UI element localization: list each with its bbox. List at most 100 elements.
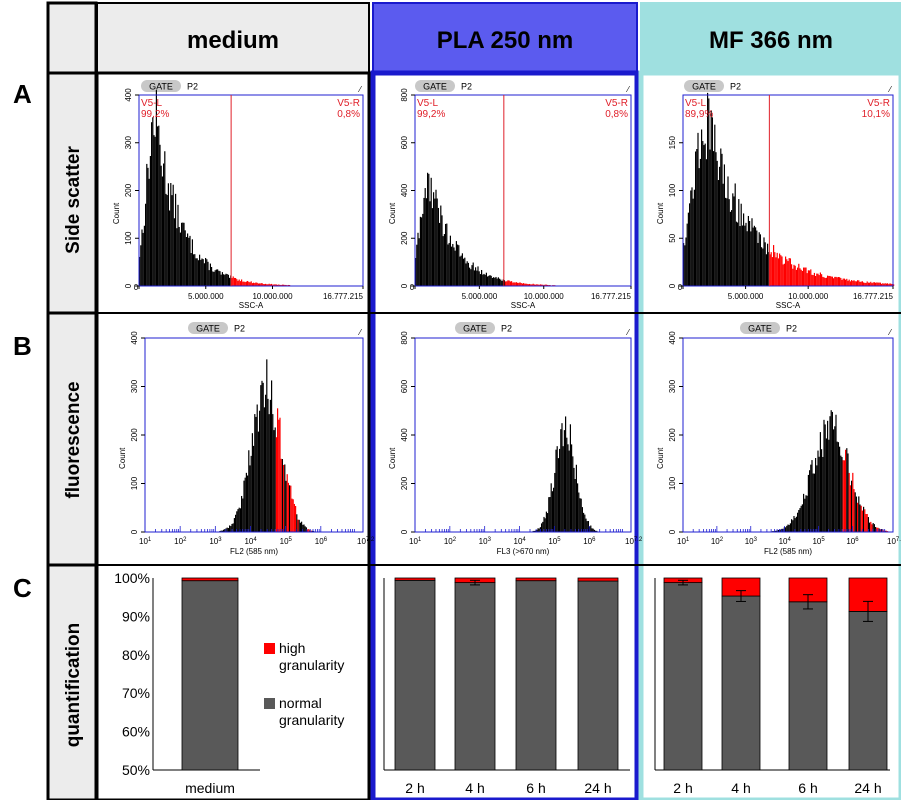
- histogram-bin: [494, 277, 496, 286]
- histogram-bin: [452, 243, 454, 286]
- gate-right-pct: 0,8%: [337, 109, 360, 120]
- histogram-bin: [793, 516, 795, 532]
- histogram-bin: [489, 275, 491, 286]
- histogram-bin: [202, 259, 204, 286]
- histogram-bin: [524, 283, 526, 286]
- histogram-bin: [732, 193, 734, 286]
- histogram-bin: [543, 516, 545, 532]
- histogram-bin: [185, 236, 187, 286]
- histogram-bin: [592, 528, 594, 532]
- histogram-bin: [512, 282, 514, 286]
- histogram-bin: [857, 280, 859, 286]
- gate-badge: [740, 322, 780, 334]
- histogram-bin: [806, 273, 808, 286]
- x-tick-label: 10.000.000: [524, 292, 565, 301]
- histogram-bin: [213, 271, 215, 286]
- histogram-bin: [311, 530, 313, 532]
- histogram-bin: [735, 221, 737, 286]
- histogram-bin: [287, 284, 289, 286]
- histogram-bin: [837, 277, 839, 286]
- histogram-bin: [864, 509, 866, 532]
- histogram-bin: [827, 275, 829, 286]
- histogram-bin: [183, 222, 185, 286]
- x-axis-label: SSC-A: [239, 301, 264, 310]
- histogram-bin: [777, 529, 779, 532]
- histogram-bin: [231, 278, 233, 286]
- histogram-bin: [879, 529, 881, 532]
- histogram-bin: [496, 278, 498, 286]
- histogram-bin: [467, 262, 469, 286]
- histogram-bin: [845, 449, 847, 532]
- histogram-bin: [153, 135, 155, 286]
- histogram-bin: [466, 261, 468, 286]
- histogram-bin: [709, 149, 711, 286]
- x-tick-label: 10.000.000: [788, 292, 829, 301]
- x-tick-label: 16.777.215: [853, 292, 894, 301]
- y-tick-label: 50: [668, 233, 677, 242]
- bar-high-granularity: [394, 577, 436, 581]
- bar-normal-granularity: [394, 579, 436, 771]
- histogram-bin: [140, 245, 142, 286]
- histogram-bin: [221, 530, 223, 532]
- y-tick-label: 800: [400, 331, 409, 345]
- histogram-bin: [251, 433, 253, 532]
- histogram-bin: [537, 528, 539, 532]
- histogram-bin: [747, 215, 749, 286]
- histogram-bin: [430, 177, 432, 286]
- histogram-bin: [236, 279, 238, 286]
- histogram-bin: [755, 227, 757, 286]
- histogram-bin: [809, 270, 811, 286]
- histogram-bin: [803, 267, 805, 286]
- histogram-bin: [791, 519, 793, 532]
- top-left-header-cell: [46, 1, 98, 75]
- histogram-bin: [775, 257, 777, 286]
- histogram-bin: [685, 237, 687, 286]
- gate-badge: [415, 80, 455, 92]
- histogram-bin: [141, 229, 143, 286]
- histogram-bin: [849, 485, 851, 532]
- histogram-bin: [767, 243, 769, 286]
- histogram-bin: [869, 282, 871, 286]
- y-tick-label: 300: [130, 379, 139, 393]
- histogram-bin: [827, 420, 829, 532]
- histogram-bin: [515, 282, 517, 286]
- histogram-bin: [727, 176, 729, 286]
- histogram-bin: [807, 474, 809, 532]
- histogram-bin: [793, 264, 795, 286]
- histogram-bin: [506, 281, 508, 286]
- histogram-bin: [821, 449, 823, 532]
- histogram-bin: [473, 270, 475, 286]
- histogram-bin: [859, 504, 861, 532]
- histogram-bin: [795, 269, 797, 286]
- histogram-bin: [287, 482, 289, 532]
- legend-label-high-line2: granularity: [279, 657, 344, 673]
- histogram-bin: [745, 222, 747, 286]
- row-label-cell-a: [46, 71, 98, 315]
- histogram-bin: [750, 231, 752, 286]
- x-category-label: medium: [185, 780, 235, 796]
- histogram-bin: [271, 283, 273, 286]
- column-header-medium: [96, 2, 370, 74]
- histogram-bin: [163, 163, 165, 286]
- histogram-bin: [201, 258, 203, 286]
- gate-left-label: V5-L: [141, 98, 163, 109]
- histogram-bin: [421, 217, 423, 286]
- x-axis-label: FL2 (585 nm): [764, 547, 812, 556]
- histogram-bin: [782, 264, 784, 286]
- histogram-bin: [787, 524, 789, 532]
- x-tick-label: 5.000.000: [728, 292, 764, 301]
- histogram-bin: [490, 275, 492, 286]
- histogram-bin: [870, 521, 872, 532]
- histogram-bin: [549, 284, 551, 286]
- histogram-bin: [740, 203, 742, 286]
- histogram-bin: [737, 222, 739, 286]
- histogram-bin: [858, 496, 860, 532]
- histogram-bin: [232, 276, 234, 286]
- histogram-bin: [281, 284, 283, 286]
- histogram-bin: [818, 275, 820, 286]
- legend-label-normal-line2: granularity: [279, 712, 344, 728]
- histogram-bin: [859, 281, 861, 286]
- histogram-bin: [278, 419, 280, 532]
- histogram-bin: [239, 508, 241, 532]
- histogram-bin: [865, 282, 867, 286]
